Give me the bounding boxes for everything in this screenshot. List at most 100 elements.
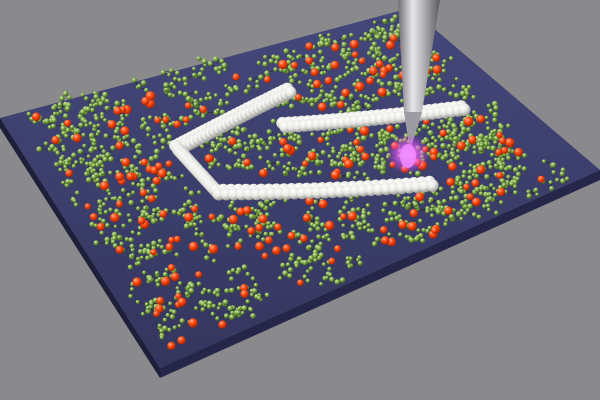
green-atom — [93, 91, 98, 96]
green-atom — [413, 201, 419, 207]
green-atom — [385, 131, 391, 137]
green-atom — [236, 286, 241, 291]
green-atom — [373, 164, 378, 170]
orange-atom — [472, 197, 481, 207]
green-atom — [374, 96, 380, 102]
green-atom — [297, 80, 302, 85]
green-atom — [421, 228, 426, 233]
orange-atom — [208, 244, 219, 254]
green-atom — [357, 226, 363, 231]
green-atom — [526, 189, 531, 194]
green-atom — [108, 170, 113, 175]
green-atom — [93, 94, 99, 100]
orange-atom — [191, 205, 199, 213]
green-atom — [366, 96, 371, 101]
green-atom — [93, 146, 98, 151]
green-atom — [309, 97, 315, 103]
green-atom — [250, 313, 256, 319]
green-atom — [372, 20, 377, 25]
green-atom — [308, 227, 313, 233]
green-atom — [375, 35, 381, 40]
orange-atom — [501, 146, 509, 154]
green-atom — [193, 108, 198, 114]
green-atom — [50, 123, 56, 129]
green-atom — [389, 17, 396, 24]
green-atom — [425, 87, 430, 93]
green-atom — [229, 287, 235, 293]
green-atom — [296, 173, 302, 179]
green-atom — [389, 216, 395, 222]
green-atom — [363, 37, 368, 42]
green-atom — [359, 36, 364, 41]
green-atom — [164, 86, 169, 92]
green-atom — [493, 140, 498, 145]
green-atom — [145, 255, 150, 261]
green-atom — [209, 161, 215, 167]
orange-atom — [107, 120, 117, 129]
green-atom — [206, 304, 212, 309]
green-atom — [305, 278, 311, 283]
orange-atom — [407, 221, 417, 231]
orange-atom — [168, 236, 175, 244]
green-atom — [171, 309, 177, 315]
green-atom — [124, 113, 129, 118]
green-atom — [288, 103, 295, 110]
green-atom — [120, 114, 124, 118]
green-atom — [263, 54, 268, 60]
green-atom — [498, 165, 505, 171]
green-atom — [357, 255, 362, 260]
green-atom — [254, 84, 260, 89]
green-atom — [266, 129, 272, 135]
green-atom — [177, 77, 182, 83]
green-atom — [36, 146, 43, 153]
green-atom — [140, 80, 147, 86]
green-atom — [453, 195, 460, 201]
green-atom — [416, 228, 421, 233]
green-atom — [222, 299, 229, 306]
green-atom — [241, 264, 248, 270]
green-atom — [351, 150, 358, 157]
green-atom — [235, 131, 240, 137]
green-atom — [393, 74, 399, 81]
green-atom — [325, 275, 329, 280]
green-atom — [224, 224, 230, 231]
green-atom — [451, 84, 456, 89]
green-atom — [91, 163, 96, 168]
green-atom — [310, 239, 315, 244]
green-atom — [112, 196, 118, 201]
green-atom — [52, 111, 57, 116]
green-atom — [227, 305, 234, 312]
green-atom — [512, 184, 518, 189]
green-atom — [413, 236, 420, 242]
green-atom — [63, 165, 68, 169]
green-atom — [327, 237, 332, 242]
green-atom — [213, 66, 220, 72]
green-atom — [89, 221, 95, 228]
green-atom — [316, 255, 322, 261]
green-atom — [131, 77, 137, 83]
green-atom — [459, 216, 464, 221]
green-atom — [175, 286, 180, 290]
green-atom — [110, 239, 116, 244]
green-atom — [136, 206, 141, 211]
green-atom — [58, 160, 64, 165]
orange-atom — [84, 203, 92, 210]
green-atom — [186, 285, 191, 290]
orange-atom — [432, 65, 442, 74]
white-atom — [426, 179, 439, 192]
green-atom — [440, 142, 447, 149]
green-atom — [233, 207, 238, 212]
green-atom — [467, 169, 473, 175]
green-atom — [389, 27, 394, 33]
green-atom — [448, 196, 454, 201]
green-atom — [134, 166, 139, 171]
green-atom — [270, 232, 275, 237]
green-atom — [211, 143, 216, 149]
green-atom — [549, 186, 555, 191]
green-atom — [62, 113, 69, 119]
green-atom — [124, 237, 129, 242]
green-atom — [248, 164, 255, 170]
green-atom — [159, 216, 165, 222]
green-atom — [352, 61, 357, 66]
green-atom — [149, 301, 154, 306]
